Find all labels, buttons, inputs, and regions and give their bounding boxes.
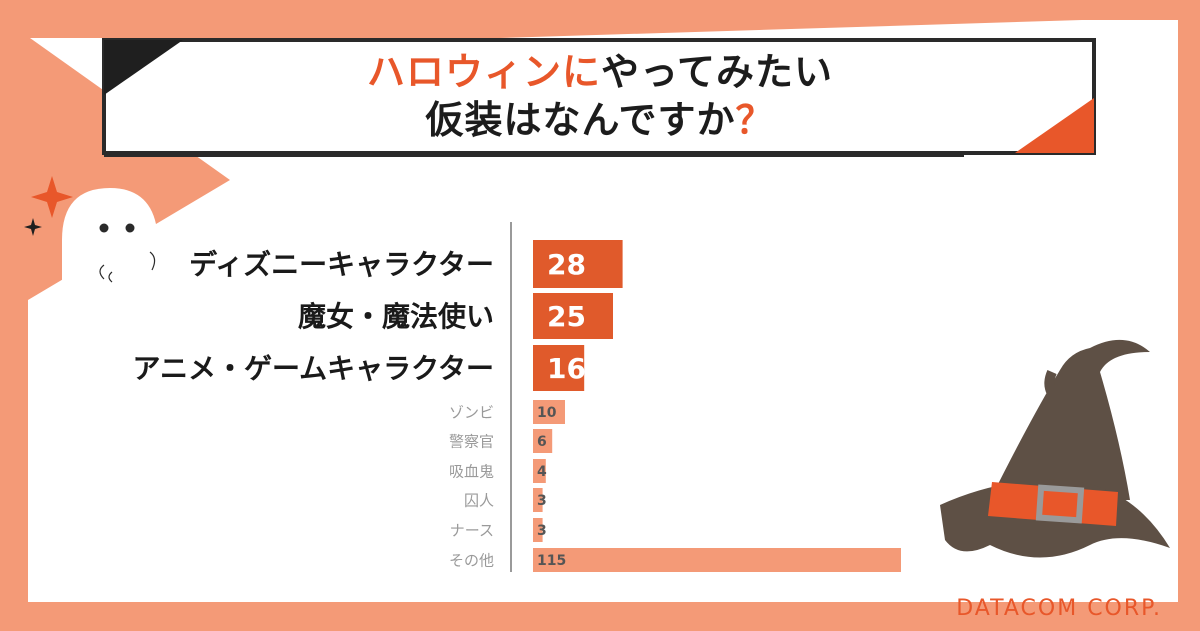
title-rest: やってみたい: [600, 50, 834, 94]
category-label-6: 囚人: [464, 491, 494, 509]
page-title-line-2: 仮装はなんですか？: [0, 98, 1200, 142]
data-label-3: 10: [537, 405, 557, 421]
bar-6: [533, 488, 543, 512]
bar-8: [533, 548, 901, 572]
data-label-4: 6: [537, 434, 547, 450]
brand-logo-text: DATACOM CORP.: [956, 596, 1162, 621]
data-label-7: 3: [537, 523, 547, 539]
bar-7: [533, 518, 543, 542]
title-accent: ハロウィンに: [366, 50, 601, 94]
data-label-6: 3: [537, 493, 547, 509]
bar-2: [533, 345, 585, 391]
sparkle-icon: [24, 176, 73, 236]
title-corner-orange: [1015, 98, 1094, 153]
category-label-7: ナース: [450, 521, 494, 539]
category-label-1: 魔女・魔法使い: [298, 300, 494, 333]
bar-3: [533, 400, 565, 424]
page-title-line-1: ハロウィンにやってみたい: [0, 50, 1200, 94]
category-label-3: ゾンビ: [449, 403, 494, 421]
category-label-4: 警察官: [449, 432, 494, 450]
ghost-icon: [62, 188, 158, 330]
title-frame-underline: [104, 151, 964, 157]
title-corner-dark: [104, 40, 183, 95]
bar-4: [533, 429, 553, 453]
data-label-8: 115: [537, 553, 566, 569]
data-label-2: 16: [547, 352, 586, 385]
data-label-0: 28: [547, 248, 586, 281]
category-label-0: ディズニーキャラクター: [189, 248, 494, 281]
category-label-2: アニメ・ゲームキャラクター: [133, 352, 494, 385]
data-label-1: 25: [547, 300, 586, 333]
bar-0: [533, 240, 623, 288]
bar-5: [533, 459, 546, 483]
bar-1: [533, 293, 613, 339]
category-label-5: 吸血鬼: [449, 462, 494, 480]
category-label-8: その他: [449, 551, 494, 569]
data-label-5: 4: [537, 464, 547, 480]
title-question-mark: ？: [735, 98, 775, 142]
witch-hat-icon: [940, 339, 1170, 558]
title-frame: [102, 38, 1096, 155]
title-main: 仮装はなんですか: [425, 98, 736, 142]
